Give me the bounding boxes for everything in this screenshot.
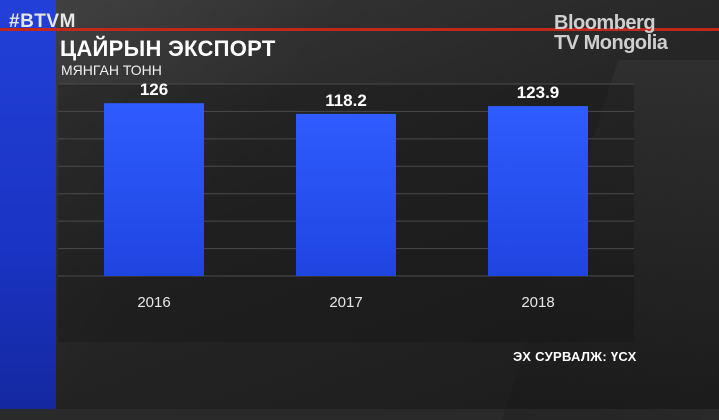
bar-2017 [296, 113, 396, 276]
channel-hashtag: #BTVM [9, 11, 76, 32]
value-label-2017: 118.2 [325, 91, 367, 110]
left-blue-band [0, 0, 56, 409]
logo-line-1: Bloomberg [554, 12, 656, 34]
category-label-2016: 2016 [137, 294, 170, 311]
source-note: ЭХ СУРВАЛЖ: ҮСХ [513, 349, 637, 364]
bar-chart: 126 2016 118.2 2017 123.9 2018 [58, 80, 634, 311]
top-accent-line [0, 28, 719, 31]
category-label-2018: 2018 [521, 294, 554, 311]
broadcaster-logo: Bloomberg TV Mongolia [554, 13, 704, 53]
chart-title: ЦАЙРЫН ЭКСПОРТ [60, 36, 276, 61]
value-label-2016: 126 [140, 80, 168, 99]
category-label-2017: 2017 [329, 294, 362, 311]
logo-line-2: TV Mongolia [554, 32, 668, 54]
bar-2018 [488, 106, 588, 276]
bar-2016 [104, 103, 204, 276]
chart-subtitle: МЯНГАН ТОНН [61, 62, 162, 78]
value-label-2018: 123.9 [517, 83, 560, 102]
